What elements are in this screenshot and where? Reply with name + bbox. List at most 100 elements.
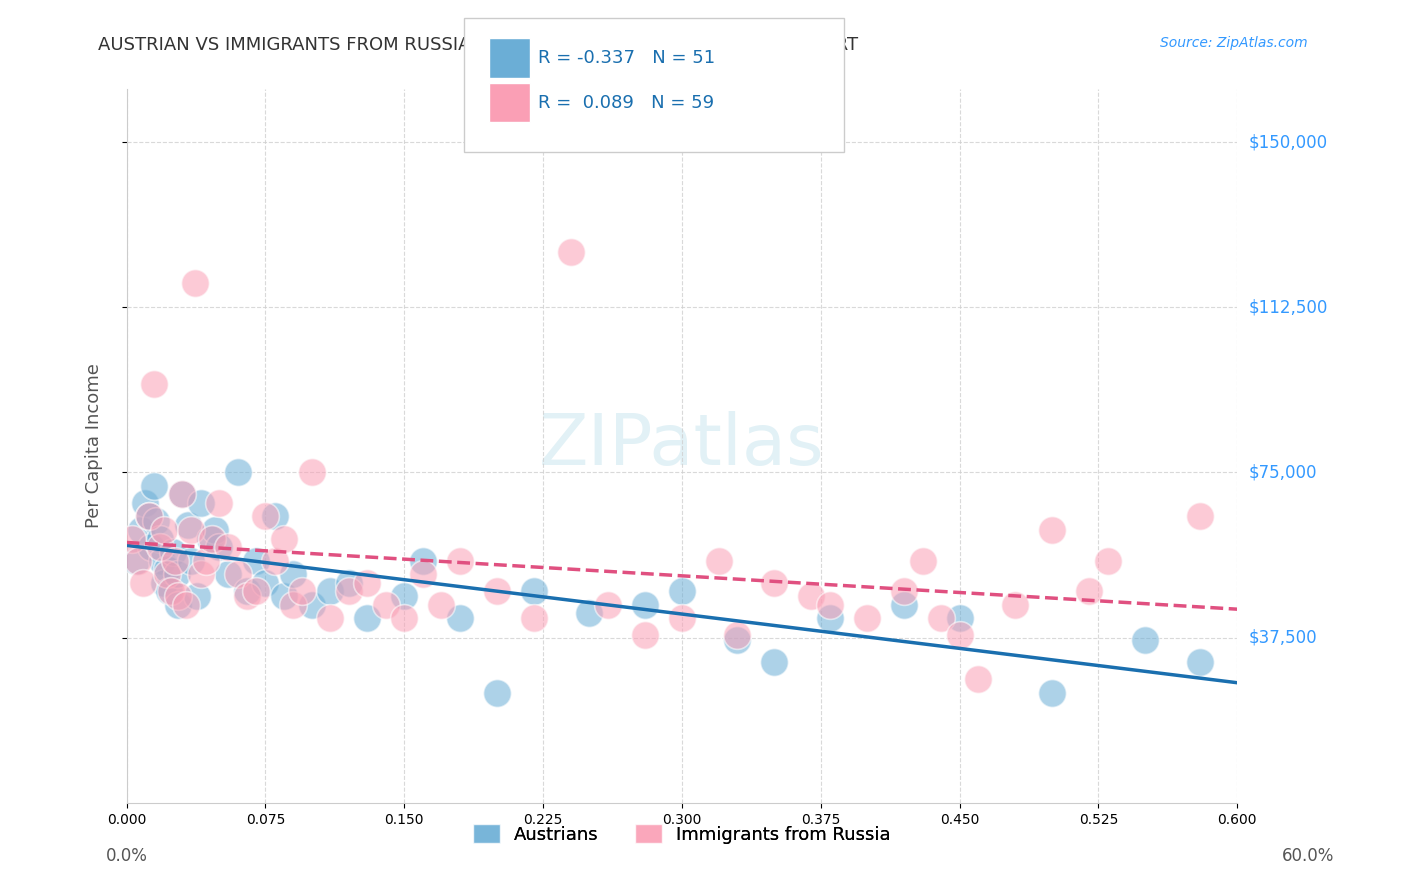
Point (180, 523, 202, 537)
Point (1189, 655, 1212, 669)
Point (893, 598, 915, 612)
Point (671, 584, 693, 599)
Point (412, 553, 434, 567)
Point (167, 589, 190, 603)
Point (254, 509, 277, 524)
Point (157, 584, 180, 599)
Y-axis label: Per Capita Income: Per Capita Income (84, 364, 103, 528)
Text: ZIPatlas: ZIPatlas (538, 411, 825, 481)
Point (166, 566, 188, 581)
Legend: Austrians, Immigrants from Russia: Austrians, Immigrants from Russia (465, 817, 898, 851)
Point (523, 584, 546, 599)
Point (190, 496, 212, 510)
Point (929, 611, 952, 625)
Point (485, 584, 508, 599)
Point (160, 584, 183, 599)
Point (707, 553, 730, 567)
Point (125, 553, 148, 567)
Point (172, 487, 194, 501)
Point (281, 566, 304, 581)
Point (449, 611, 471, 625)
Text: $37,500: $37,500 (1249, 629, 1317, 647)
Point (245, 553, 267, 567)
Text: AUSTRIAN VS IMMIGRANTS FROM RUSSIA PER CAPITA INCOME CORRELATION CHART: AUSTRIAN VS IMMIGRANTS FROM RUSSIA PER C… (98, 36, 859, 54)
Point (143, 377, 166, 392)
Point (485, 686, 508, 700)
Point (190, 566, 212, 581)
Text: Source: ZipAtlas.com: Source: ZipAtlas.com (1160, 36, 1308, 50)
Point (163, 553, 186, 567)
Point (139, 541, 162, 555)
Point (156, 562, 179, 576)
Point (186, 589, 208, 603)
Point (138, 509, 160, 524)
Point (319, 584, 342, 599)
Point (763, 655, 786, 669)
Point (356, 575, 378, 590)
Point (1078, 584, 1101, 599)
Point (167, 598, 190, 612)
Point (319, 611, 342, 625)
Point (301, 598, 323, 612)
Point (374, 598, 396, 612)
Point (1040, 686, 1063, 700)
Point (1040, 523, 1063, 537)
Point (195, 553, 218, 567)
Point (949, 611, 972, 625)
Point (208, 541, 231, 555)
Point (149, 541, 172, 555)
Point (818, 611, 841, 625)
Point (430, 598, 453, 612)
Point (217, 566, 239, 581)
Point (121, 532, 143, 546)
Text: R =  0.089   N = 59: R = 0.089 N = 59 (538, 94, 714, 112)
Point (356, 611, 378, 625)
Point (201, 532, 224, 546)
Point (671, 611, 693, 625)
Point (184, 276, 207, 290)
Point (217, 541, 239, 555)
Point (236, 589, 259, 603)
Point (162, 545, 184, 559)
Point (134, 496, 156, 510)
Point (727, 632, 749, 647)
Point (138, 509, 160, 524)
Point (156, 566, 179, 581)
Point (198, 532, 221, 546)
Point (949, 628, 972, 642)
Point (152, 523, 174, 537)
Point (523, 611, 546, 625)
Point (273, 532, 295, 546)
Text: $150,000: $150,000 (1249, 133, 1327, 151)
Point (893, 584, 915, 599)
Point (245, 584, 267, 599)
Text: 60.0%: 60.0% (1281, 847, 1334, 865)
Point (180, 553, 202, 567)
Point (394, 589, 416, 603)
Point (763, 575, 786, 590)
Point (1189, 509, 1212, 524)
Point (856, 611, 879, 625)
Point (560, 245, 582, 260)
Point (337, 584, 360, 599)
Point (226, 566, 249, 581)
Point (152, 575, 174, 590)
Point (394, 611, 416, 625)
Point (143, 478, 166, 492)
Point (911, 553, 934, 567)
Point (172, 487, 194, 501)
Point (176, 518, 198, 533)
Point (818, 598, 841, 612)
Point (634, 598, 657, 612)
Point (337, 575, 360, 590)
Point (254, 575, 277, 590)
Point (273, 589, 295, 603)
Point (174, 598, 197, 612)
Point (291, 584, 314, 599)
Point (208, 496, 231, 510)
Point (634, 628, 657, 642)
Text: $75,000: $75,000 (1249, 464, 1317, 482)
Point (263, 553, 285, 567)
Point (412, 566, 434, 581)
Text: R = -0.337   N = 51: R = -0.337 N = 51 (538, 49, 716, 67)
